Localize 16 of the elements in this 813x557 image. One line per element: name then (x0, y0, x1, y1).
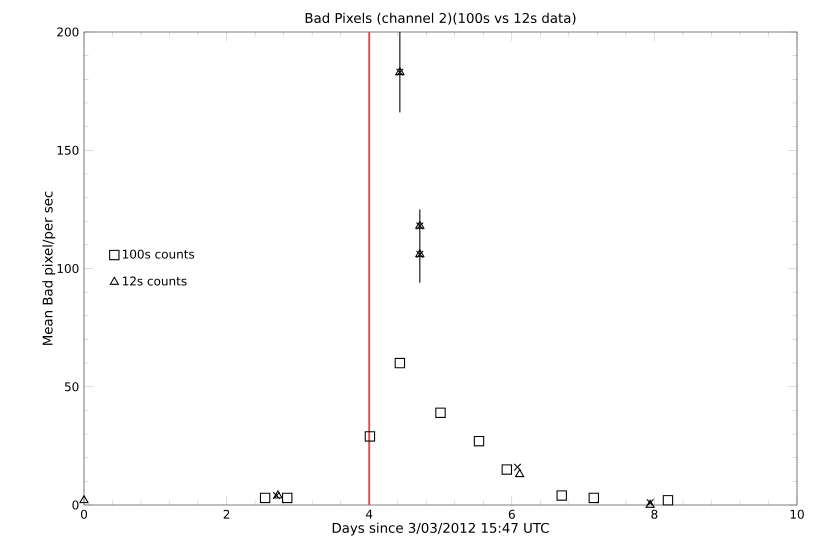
y-tick-label: 200 (57, 27, 78, 37)
x-tick-label: 6 (508, 510, 515, 519)
legend-label: 100s counts (122, 250, 194, 259)
x-tick-label: 4 (366, 510, 372, 518)
x-tick-label: 2 (224, 510, 230, 519)
y-tick-label: 0 (72, 500, 78, 510)
y-axis-title: Mean Bad pixel/per sec (42, 192, 56, 345)
chart-title: Bad Pixels (channel 2)(100s vs 12s data) (306, 12, 576, 25)
x-tick-label: 8 (651, 510, 658, 519)
legend-label: 12s counts (122, 276, 187, 286)
y-tick-label: 100 (58, 264, 78, 274)
y-tick-label: 50 (64, 382, 78, 392)
y-tick-label: 150 (58, 146, 78, 155)
x-axis-title: Days since 3/03/2012 15:47 UTC (332, 522, 549, 536)
x-tick-label: 0 (80, 510, 88, 519)
x-tick-label: 10 (790, 510, 804, 519)
